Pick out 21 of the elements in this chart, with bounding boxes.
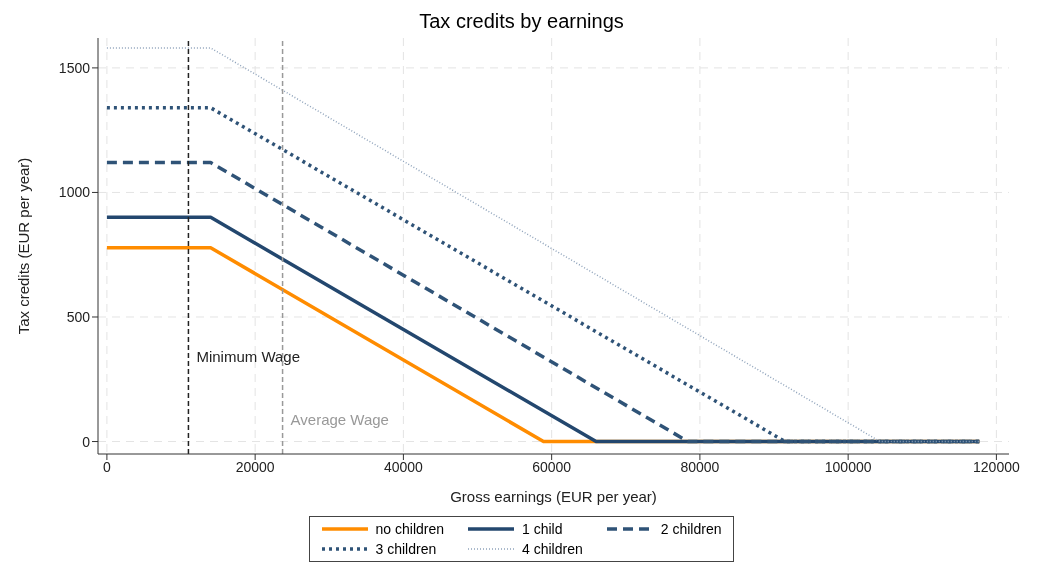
y-tick-label: 1500 bbox=[58, 59, 91, 76]
x-axis-title: Gross earnings (EUR per year) bbox=[450, 488, 657, 505]
legend-label: 4 children bbox=[522, 541, 583, 557]
y-tick-label: 500 bbox=[66, 308, 91, 325]
y-tick-label: 1000 bbox=[58, 184, 91, 201]
x-tick-label: 0 bbox=[103, 458, 111, 475]
x-tick-label: 60000 bbox=[532, 458, 572, 475]
x-tick-label: 20000 bbox=[235, 458, 275, 475]
legend-label: 3 children bbox=[375, 541, 437, 557]
ref-line-label: Minimum Wage bbox=[196, 348, 301, 366]
x-tick-label: 40000 bbox=[383, 458, 424, 475]
x-tick-label: 100000 bbox=[824, 458, 872, 475]
ref-line-label: Average Wage bbox=[290, 410, 389, 428]
y-tick-label: 0 bbox=[82, 433, 91, 450]
legend-label: 2 children bbox=[660, 521, 722, 537]
x-tick-label: 120000 bbox=[973, 458, 1020, 475]
legend-label: no children bbox=[375, 521, 445, 537]
chart-title: Tax credits by earnings bbox=[418, 9, 625, 34]
legend-label: 1 child bbox=[522, 521, 563, 537]
x-tick-label: 80000 bbox=[680, 458, 720, 475]
y-axis-title: Tax credits (EUR per year) bbox=[15, 157, 33, 335]
